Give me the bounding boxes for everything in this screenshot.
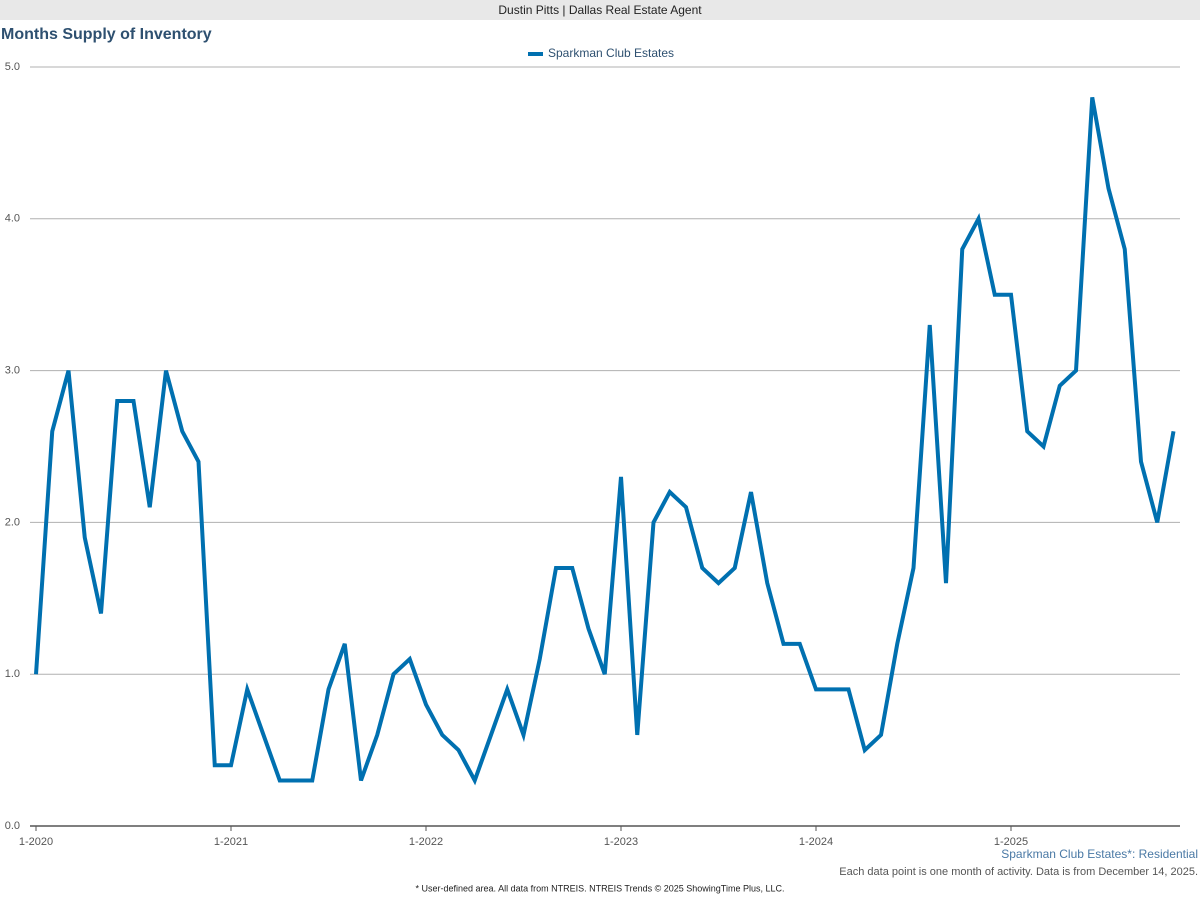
note: Each data point is one month of activity… bbox=[839, 866, 1198, 878]
header: Dustin Pitts | Dallas Real Estate Agent bbox=[498, 3, 702, 17]
y-tick-label: 0.0 bbox=[5, 820, 20, 832]
y-tick-label: 5.0 bbox=[5, 61, 20, 73]
x-tick-label: 1-2025 bbox=[994, 836, 1028, 848]
footnote: * User-defined area. All data from NTREI… bbox=[416, 883, 785, 893]
x-tick-label: 1-2021 bbox=[214, 836, 248, 848]
x-tick-label: 1-2022 bbox=[409, 836, 443, 848]
x-tick-label: 1-2024 bbox=[799, 836, 833, 848]
y-tick-label: 4.0 bbox=[5, 213, 20, 225]
area-label: Sparkman Club Estates*: Residential bbox=[1001, 847, 1198, 861]
y-tick-label: 2.0 bbox=[5, 516, 20, 528]
line-series bbox=[34, 97, 1176, 786]
y-tick-label: 3.0 bbox=[5, 365, 20, 377]
header-bar bbox=[0, 0, 1200, 20]
chart-title: Months Supply of Inventory bbox=[1, 26, 212, 43]
legend-label: Sparkman Club Estates bbox=[548, 46, 674, 60]
x-tick-label: 1-2023 bbox=[604, 836, 638, 848]
y-tick-label: 1.0 bbox=[5, 668, 20, 680]
x-tick-label: 1-2020 bbox=[19, 836, 53, 848]
